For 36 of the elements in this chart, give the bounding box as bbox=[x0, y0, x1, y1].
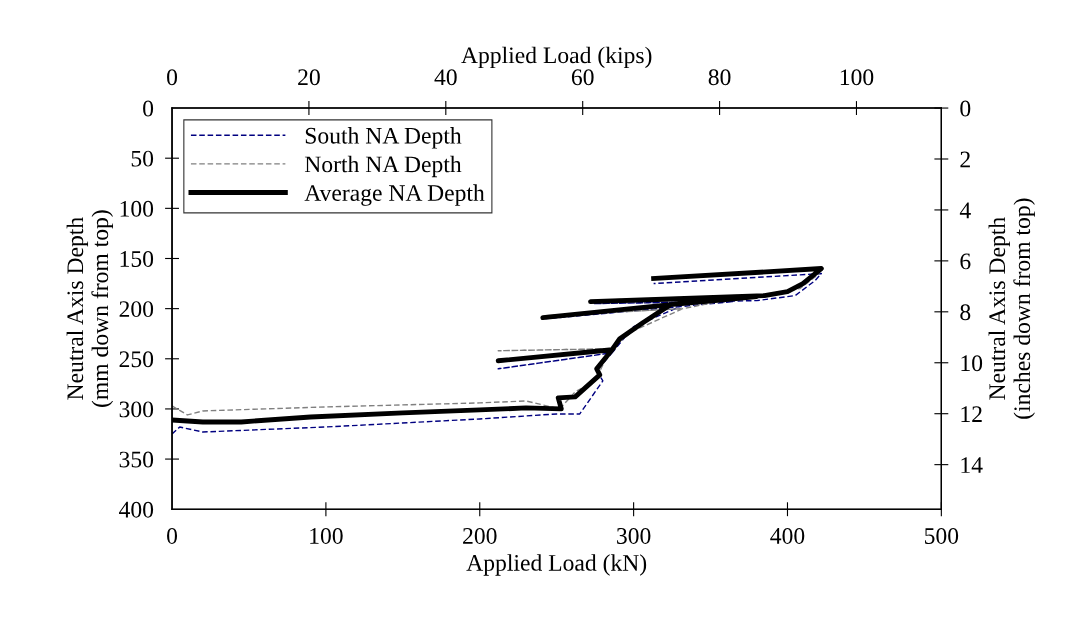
y2-tick-label: 10 bbox=[961, 355, 983, 372]
y2-tick-label: 4 bbox=[959, 202, 971, 219]
y2-tick-label: 8 bbox=[960, 304, 971, 321]
y2-tick-label: 2 bbox=[960, 151, 970, 168]
legend-label: Average NA Depth bbox=[304, 184, 485, 206]
x2-tick-label: 80 bbox=[708, 69, 731, 86]
x2-tick-label: 40 bbox=[434, 69, 457, 86]
y-tick-label: 350 bbox=[119, 451, 154, 468]
x2-tick-label: 0 bbox=[167, 69, 178, 86]
y-tick-label: 50 bbox=[131, 150, 154, 167]
y-tick-label: 250 bbox=[119, 351, 154, 368]
x-tick-label: 300 bbox=[617, 527, 651, 544]
legend-label: North NA Depth bbox=[304, 155, 462, 178]
x-tick-label: 200 bbox=[463, 527, 497, 544]
x2-tick-label: 20 bbox=[298, 69, 320, 86]
y2-tick-label: 12 bbox=[961, 406, 982, 422]
y-tick-label: 400 bbox=[119, 501, 154, 518]
y-tick-label: 300 bbox=[119, 401, 154, 418]
x2-axis-title: Applied Load (kips) bbox=[461, 46, 652, 69]
x-tick-label: 500 bbox=[925, 527, 959, 544]
y2-tick-label: 6 bbox=[960, 253, 971, 270]
x-tick-label: 0 bbox=[167, 527, 178, 544]
y-tick-label: 150 bbox=[120, 250, 154, 267]
x-axis-title: Applied Load (kN) bbox=[466, 554, 647, 576]
y-tick-label: 100 bbox=[120, 200, 154, 217]
x2-tick-label: 60 bbox=[571, 69, 594, 86]
y2-tick-label: 0 bbox=[960, 100, 971, 117]
y2-axis-title: Neutral Axis Depth (inches down from top) bbox=[988, 198, 1035, 419]
x2-tick-label: 100 bbox=[840, 69, 874, 86]
y2-tick-label: 14 bbox=[961, 457, 983, 473]
y-tick-label: 200 bbox=[119, 301, 154, 318]
x-tick-label: 400 bbox=[770, 527, 805, 544]
y-tick-label: 0 bbox=[143, 100, 154, 117]
x-tick-label: 100 bbox=[310, 527, 343, 544]
legend-label: South NA Depth bbox=[305, 127, 462, 149]
y-axis-title: Neutral Axis Depth (mm down from top) bbox=[66, 210, 114, 407]
